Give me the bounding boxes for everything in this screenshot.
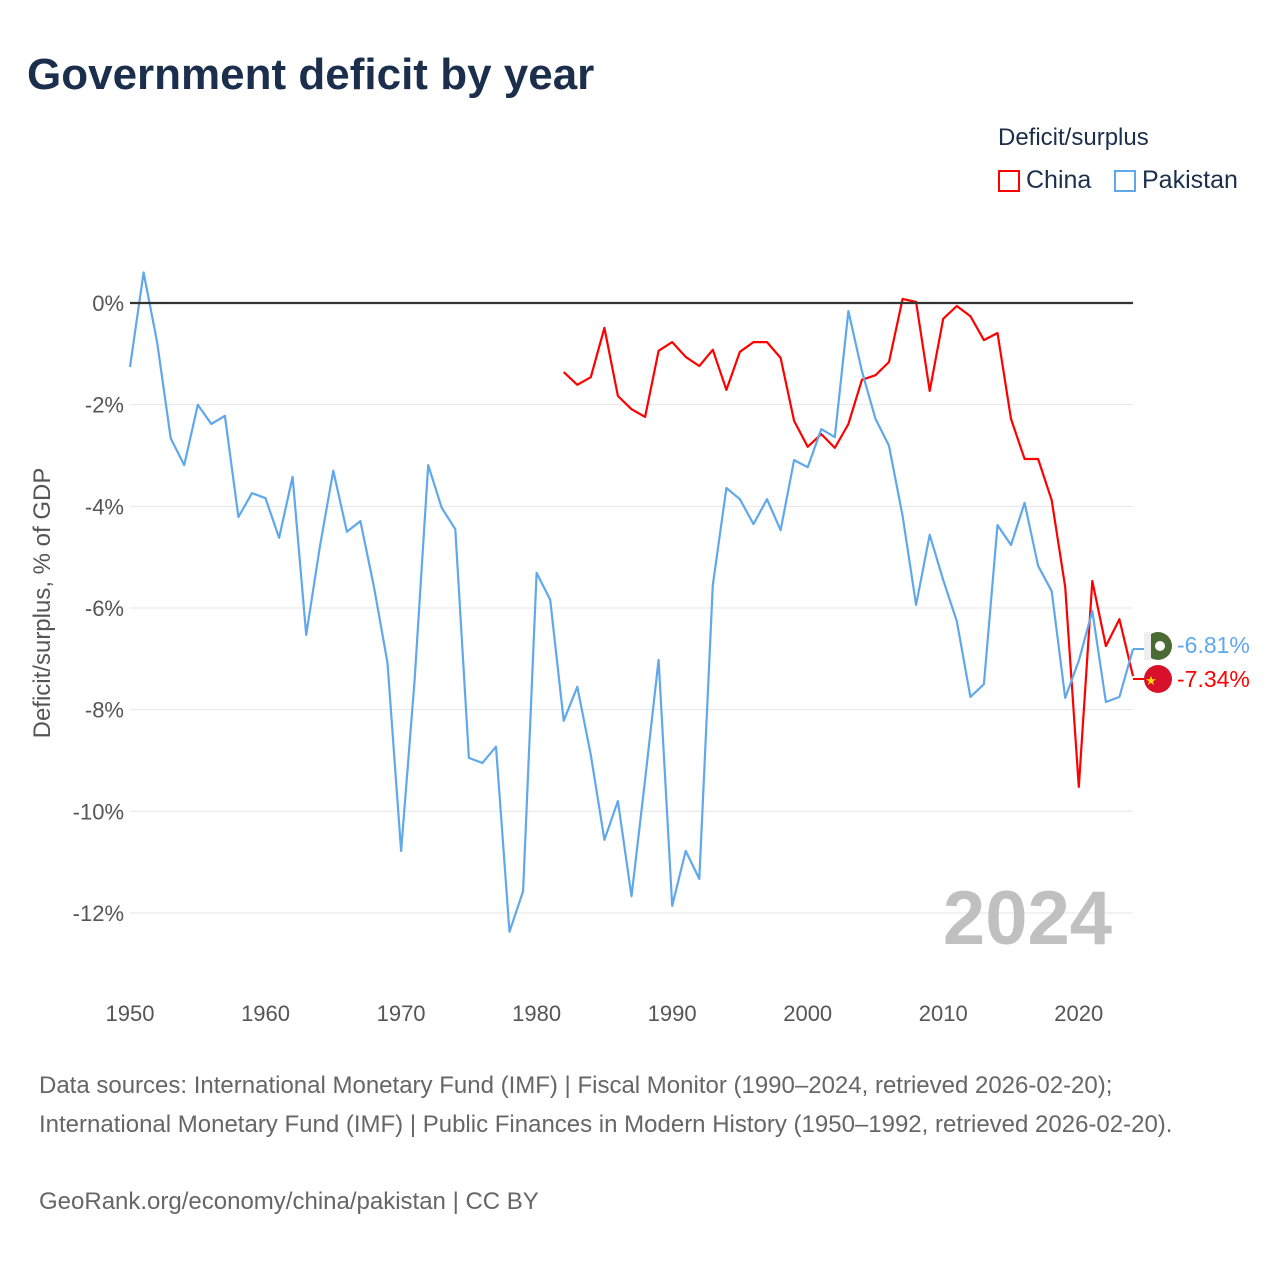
china-end-label: -7.34% bbox=[1177, 666, 1250, 692]
series-line-china bbox=[562, 297, 1135, 789]
pakistan-crescent-icon bbox=[1155, 641, 1165, 651]
x-tick-label: 2010 bbox=[919, 1001, 968, 1026]
x-tick-label: 2020 bbox=[1054, 1001, 1103, 1026]
legend-label-pakistan: Pakistan bbox=[1142, 166, 1238, 194]
y-tick-label: 0% bbox=[92, 291, 124, 316]
x-tick-label: 1960 bbox=[241, 1001, 290, 1026]
y-tick-label: -2% bbox=[85, 393, 124, 418]
y-tick-label: -8% bbox=[85, 698, 124, 723]
legend-swatch-china bbox=[998, 169, 1020, 192]
credit-link[interactable]: GeoRank.org/economy/china/pakistan | CC … bbox=[39, 1188, 539, 1215]
chart-title: Government deficit by year bbox=[27, 50, 595, 99]
year-watermark: 2024 bbox=[943, 876, 1112, 961]
data-sources: Data sources: International Monetary Fun… bbox=[39, 1072, 1173, 1138]
x-tick-label: 2000 bbox=[783, 1001, 832, 1026]
x-tick-label: 1970 bbox=[377, 1001, 426, 1026]
legend-item-pakistan[interactable]: Pakistan bbox=[1114, 166, 1238, 195]
x-tick-label: 1990 bbox=[648, 1001, 697, 1026]
y-tick-label: -6% bbox=[85, 596, 124, 621]
pakistan-flag-stripe bbox=[1144, 632, 1151, 660]
pakistan-end-label: -6.81% bbox=[1177, 632, 1250, 658]
y-tick-label: -4% bbox=[85, 494, 124, 519]
series-line-pakistan bbox=[128, 271, 1135, 933]
y-tick-label: -10% bbox=[73, 799, 124, 824]
legend-item-china[interactable]: China bbox=[998, 166, 1091, 195]
china-star-icon: ★ bbox=[1145, 673, 1157, 688]
china-flag-icon bbox=[1144, 665, 1172, 693]
y-axis-label: Deficit/surplus, % of GDP bbox=[29, 468, 56, 739]
legend-title: Deficit/surplus bbox=[998, 124, 1149, 151]
line-chart: 0% -2% -4% -6% -8% -10% -12% 1950 1960 1970 1980 19… bbox=[29, 271, 1250, 1026]
x-tick-label: 1980 bbox=[512, 1001, 561, 1026]
y-tick-label: -12% bbox=[73, 901, 124, 926]
legend-label-china: China bbox=[1026, 166, 1092, 194]
legend-swatch-pakistan bbox=[1114, 169, 1136, 192]
x-tick-label: 1950 bbox=[106, 1001, 155, 1026]
